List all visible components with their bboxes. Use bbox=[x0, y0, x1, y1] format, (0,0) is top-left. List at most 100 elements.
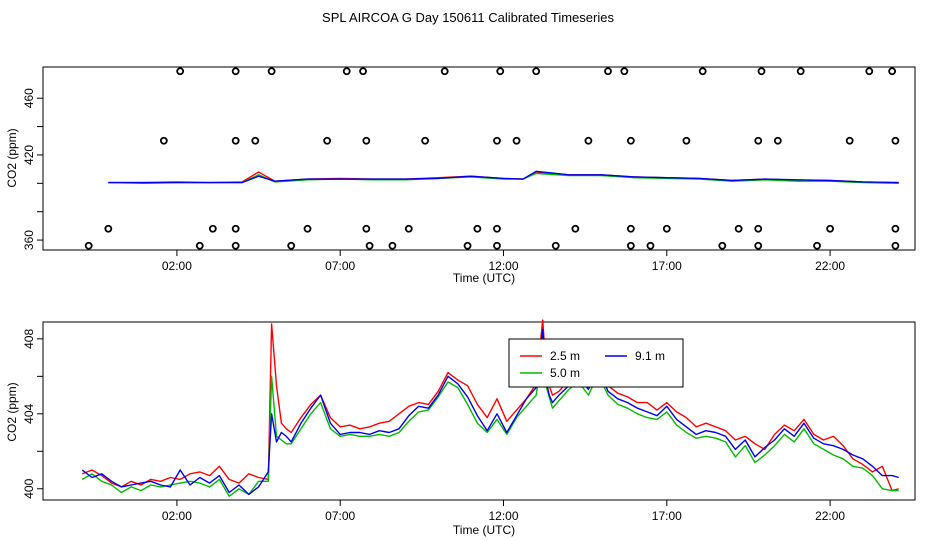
x-axis-bottom: 02:00 07:00 12:00 17:00 22:00 bbox=[162, 500, 845, 523]
legend-label: 5.0 m bbox=[550, 366, 580, 380]
data-point bbox=[662, 224, 671, 233]
data-point bbox=[813, 241, 821, 250]
plot-box-top bbox=[42, 66, 916, 251]
legend-label: 9.1 m bbox=[635, 349, 665, 363]
y-tick-label: 460 bbox=[22, 88, 36, 108]
legend: 2.5 m 9.1 m 5.0 m bbox=[508, 338, 684, 388]
x-tick-label: 02:00 bbox=[162, 259, 192, 273]
y-axis-label-bottom: CO2 (ppm) bbox=[5, 382, 19, 441]
data-point bbox=[584, 136, 593, 145]
y-axis-top: 360 420 460 bbox=[22, 88, 43, 250]
data-point bbox=[512, 136, 521, 145]
data-point bbox=[604, 67, 612, 76]
data-point bbox=[388, 241, 397, 250]
data-point bbox=[754, 224, 763, 233]
data-point bbox=[421, 136, 430, 145]
data-point bbox=[231, 241, 240, 250]
x-axis-label-bottom: Time (UTC) bbox=[453, 523, 515, 537]
data-point bbox=[195, 241, 204, 250]
data-point bbox=[626, 224, 635, 233]
data-point bbox=[826, 224, 834, 233]
data-point bbox=[493, 224, 501, 233]
data-point bbox=[754, 241, 763, 250]
x-axis-top: 02:00 07:00 12:00 17:00 22:00 bbox=[162, 250, 845, 273]
data-point bbox=[440, 67, 449, 76]
series-line-5-0-m bbox=[81, 347, 899, 497]
data-point bbox=[734, 224, 743, 233]
data-point bbox=[463, 241, 472, 250]
legend-box bbox=[508, 338, 684, 388]
series-line-2-5-m bbox=[81, 319, 899, 492]
data-point bbox=[493, 241, 501, 250]
x-tick-label: 22:00 bbox=[815, 509, 845, 523]
data-point bbox=[845, 136, 854, 145]
data-point bbox=[571, 224, 580, 233]
panel-bottom: 02:00 07:00 12:00 17:00 22:00 400 404 408 Time… bbox=[5, 319, 916, 537]
data-point bbox=[888, 67, 897, 76]
panel-top: 02:00 07:00 12:00 17:00 22:00 360 420 460 Time… bbox=[5, 66, 916, 285]
data-point bbox=[496, 67, 505, 76]
data-point bbox=[323, 136, 332, 145]
x-tick-label: 12:00 bbox=[488, 509, 518, 523]
data-point bbox=[493, 136, 501, 145]
data-point bbox=[682, 136, 691, 145]
y-tick-label: 360 bbox=[22, 230, 36, 250]
data-point bbox=[362, 224, 371, 233]
data-point bbox=[365, 241, 374, 250]
data-point bbox=[646, 241, 655, 250]
x-tick-label: 17:00 bbox=[652, 259, 682, 273]
data-point bbox=[404, 224, 413, 233]
y-tick-label: 420 bbox=[22, 145, 36, 165]
data-point bbox=[718, 241, 727, 250]
data-point bbox=[626, 241, 635, 250]
chart-title: SPL AIRCOA G Day 150611 Calibrated Times… bbox=[322, 10, 614, 25]
marks-bottom bbox=[81, 319, 899, 497]
y-tick-label: 404 bbox=[22, 403, 36, 423]
data-point bbox=[891, 136, 900, 145]
data-point bbox=[303, 224, 312, 233]
x-tick-label: 17:00 bbox=[652, 509, 682, 523]
data-point bbox=[773, 136, 782, 145]
data-point bbox=[359, 67, 367, 76]
data-point bbox=[287, 241, 296, 250]
data-point bbox=[891, 241, 900, 250]
data-point bbox=[532, 67, 541, 76]
x-tick-label: 07:00 bbox=[325, 509, 355, 523]
series-line bbox=[108, 170, 899, 184]
data-point bbox=[231, 67, 240, 76]
x-tick-label: 22:00 bbox=[815, 259, 845, 273]
data-point bbox=[104, 224, 113, 233]
data-point bbox=[551, 241, 560, 250]
marks-top bbox=[84, 67, 900, 250]
data-point bbox=[796, 67, 805, 76]
data-point bbox=[626, 136, 635, 145]
data-point bbox=[231, 224, 240, 233]
data-point bbox=[267, 67, 276, 76]
data-point bbox=[208, 224, 217, 233]
data-point bbox=[865, 67, 874, 76]
series-line-9-1-m bbox=[81, 328, 899, 496]
data-point bbox=[342, 67, 351, 76]
y-tick-label: 408 bbox=[22, 329, 36, 349]
data-point bbox=[176, 67, 185, 76]
data-point bbox=[473, 224, 482, 233]
data-point bbox=[620, 67, 629, 76]
legend-label: 2.5 m bbox=[550, 349, 580, 363]
data-point bbox=[754, 136, 763, 145]
data-point bbox=[757, 67, 766, 76]
plot-box-bottom bbox=[42, 321, 916, 501]
data-point bbox=[231, 136, 240, 145]
data-point bbox=[84, 241, 93, 250]
data-point bbox=[251, 136, 260, 145]
x-tick-label: 02:00 bbox=[162, 509, 192, 523]
y-tick-label: 400 bbox=[22, 478, 36, 498]
data-point bbox=[891, 224, 900, 233]
data-point bbox=[159, 136, 168, 145]
y-axis-label-top: CO2 (ppm) bbox=[5, 128, 19, 187]
data-point bbox=[698, 67, 707, 76]
x-axis-label-top: Time (UTC) bbox=[453, 271, 515, 285]
x-tick-label: 12:00 bbox=[488, 259, 518, 273]
x-tick-label: 07:00 bbox=[325, 259, 355, 273]
y-axis-bottom: 400 404 408 bbox=[22, 329, 43, 499]
